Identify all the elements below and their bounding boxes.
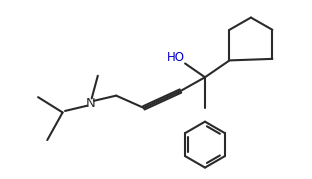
Text: HO: HO xyxy=(167,51,185,64)
Text: N: N xyxy=(85,97,95,110)
